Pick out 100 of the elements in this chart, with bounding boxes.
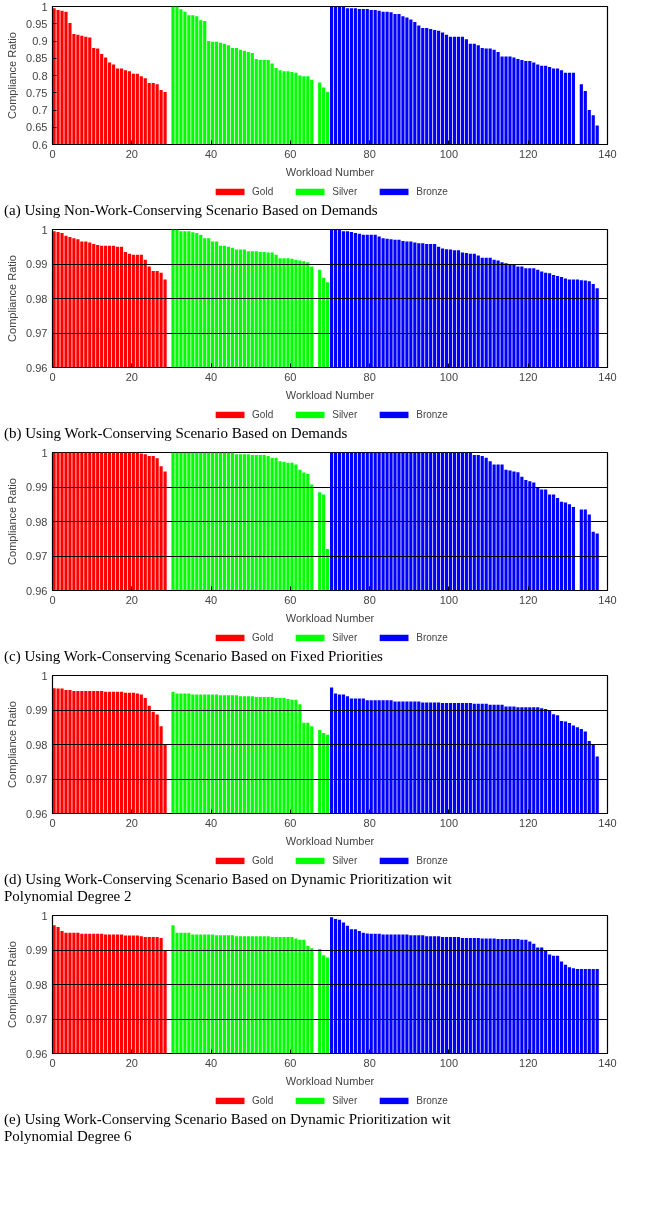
y-tick-label: 0.99 [26, 258, 48, 270]
y-tick-label: 0.8 [32, 69, 48, 82]
y-tick-label: 0.98 [26, 978, 48, 991]
legend-label: Silver [332, 1094, 358, 1106]
x-tick-label: 120 [519, 147, 538, 160]
y-tick-label: 0.65 [26, 121, 48, 134]
x-tick-label: 140 [598, 1056, 617, 1069]
legend-label: Gold [252, 1094, 274, 1106]
x-tick-label: 120 [519, 370, 538, 383]
x-tick-label: 100 [439, 816, 459, 829]
x-tick-label: 60 [284, 593, 297, 606]
y-tick-label: 0.96 [26, 807, 48, 820]
x-tick-label: 60 [284, 816, 297, 829]
x-tick-label: 100 [439, 593, 459, 606]
x-axis-title: Workload Number [285, 834, 375, 847]
text: (b) Using Work-Conserving Scenario Based on Demands [4, 425, 348, 442]
x-tick-label: 20 [125, 147, 138, 160]
y-tick-label: 0.85 [26, 52, 48, 65]
x-tick-label: 80 [363, 370, 376, 383]
y-axis-title: Compliance Ratio [6, 941, 19, 1028]
x-tick-label: 20 [125, 370, 138, 383]
y-tick-label: 0.6 [32, 138, 48, 151]
y-tick-label: 0.75 [26, 86, 48, 99]
text: Polynomial Degree 2 [4, 888, 132, 904]
x-tick-label: 0 [49, 1056, 56, 1069]
x-tick-label: 100 [439, 370, 459, 383]
y-axis-title: Compliance Ratio [6, 478, 19, 565]
x-tick-label: 80 [363, 593, 376, 606]
legend-label: Bronze [416, 854, 448, 866]
x-tick-label: 40 [204, 147, 218, 160]
x-tick-label: 120 [519, 816, 538, 829]
y-tick-label: 0.97 [26, 773, 48, 785]
x-tick-label: 140 [598, 593, 617, 606]
legend-label: Gold [252, 854, 274, 866]
y-tick-label: 0.9 [32, 35, 48, 47]
x-tick-label: 100 [439, 1056, 459, 1069]
legend-label: Gold [252, 185, 274, 197]
y-axis-title: Compliance Ratio [6, 255, 19, 342]
x-tick-label: 40 [204, 1056, 218, 1069]
legend-label: Bronze [416, 631, 448, 643]
x-tick-label: 0 [49, 593, 56, 606]
legend-label: Bronze [416, 185, 448, 197]
legend-label: Bronze [416, 408, 448, 420]
legend-label: Silver [332, 408, 358, 420]
text: (d) Using Work-Conserving Scenario Based on Dynamic Prioritization wit [4, 871, 452, 887]
text: (c) Using Work-Conserving Scenario Based on Fixed Priorities [4, 648, 383, 665]
y-tick-label: 0.98 [26, 515, 48, 528]
x-axis-title: Workload Number [285, 165, 375, 178]
y-tick-label: 0.99 [26, 481, 48, 493]
x-tick-label: 80 [363, 1056, 376, 1069]
x-tick-label: 140 [598, 370, 617, 383]
x-axis-title: Workload Number [285, 388, 375, 401]
y-tick-label: 0.98 [26, 738, 48, 751]
x-tick-label: 0 [49, 370, 56, 383]
y-tick-label: 0.96 [26, 361, 48, 374]
x-tick-label: 120 [519, 1056, 538, 1069]
legend-label: Bronze [416, 1094, 448, 1106]
y-axis-title: Compliance Ratio [6, 32, 19, 119]
x-tick-label: 40 [204, 370, 218, 383]
x-tick-label: 60 [284, 1056, 297, 1069]
y-tick-label: 1 [41, 0, 48, 13]
legend-label: Gold [252, 408, 274, 420]
x-tick-label: 40 [204, 593, 218, 606]
x-axis-title: Workload Number [285, 611, 375, 624]
text: (a) Using Non-Work-Conserving Scenario Based on Demands [4, 202, 378, 219]
y-tick-label: 1 [41, 223, 48, 236]
x-tick-label: 60 [284, 370, 297, 383]
x-tick-label: 40 [204, 816, 218, 829]
y-tick-label: 0.99 [26, 704, 48, 716]
x-tick-label: 20 [125, 593, 138, 606]
legend-label: Silver [332, 631, 358, 643]
y-tick-label: 0.7 [32, 104, 48, 116]
x-tick-label: 80 [363, 147, 376, 160]
y-tick-label: 1 [41, 669, 48, 682]
y-tick-label: 1 [41, 909, 48, 922]
y-tick-label: 0.97 [26, 1013, 48, 1025]
y-tick-label: 1 [41, 446, 48, 459]
y-tick-label: 0.97 [26, 550, 48, 562]
text: Polynomial Degree 6 [4, 1128, 132, 1144]
x-tick-label: 100 [439, 147, 459, 160]
legend-label: Gold [252, 631, 274, 643]
y-tick-label: 0.96 [26, 584, 48, 597]
legend-label: Silver [332, 185, 358, 197]
y-tick-label: 0.99 [26, 944, 48, 956]
x-tick-label: 20 [125, 816, 138, 829]
y-tick-label: 0.97 [26, 327, 48, 339]
x-tick-label: 120 [519, 593, 538, 606]
text: (e) Using Work-Conserving Scenario Based on Dynamic Prioritization wit [4, 1111, 451, 1127]
legend-label: Silver [332, 854, 358, 866]
x-tick-label: 80 [363, 816, 376, 829]
y-tick-label: 0.98 [26, 292, 48, 305]
x-tick-label: 60 [284, 147, 297, 160]
y-tick-label: 0.96 [26, 1047, 48, 1060]
x-tick-label: 0 [49, 816, 56, 829]
x-tick-label: 20 [125, 1056, 138, 1069]
x-tick-label: 140 [598, 816, 617, 829]
x-tick-label: 0 [49, 147, 56, 160]
x-axis-title: Workload Number [285, 1074, 375, 1087]
y-tick-label: 0.95 [26, 17, 48, 30]
x-tick-label: 140 [598, 147, 617, 160]
